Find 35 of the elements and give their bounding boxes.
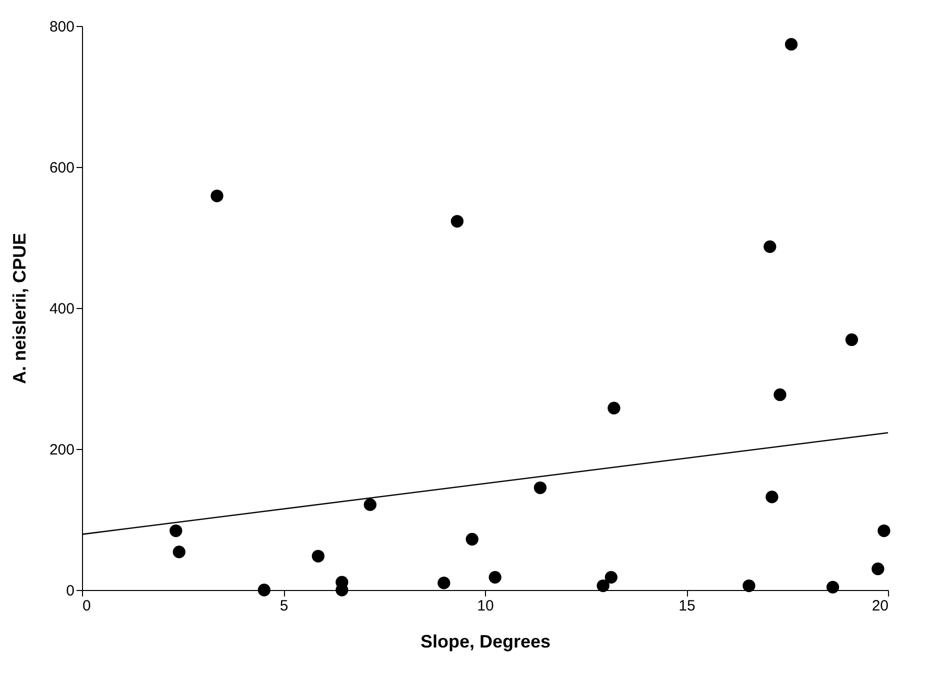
point <box>312 550 324 562</box>
y-tick-label: 200 <box>49 442 74 458</box>
x-tick-label: 10 <box>477 598 494 614</box>
point <box>172 546 186 558</box>
y-axis-title: A. neislerii, CPUE <box>9 232 30 384</box>
x-tick-label: 20 <box>872 598 888 614</box>
point <box>488 570 502 584</box>
point <box>845 333 858 346</box>
point <box>466 532 478 546</box>
point <box>258 584 270 596</box>
point <box>534 481 547 494</box>
y-tick-label: 800 <box>49 18 74 36</box>
point <box>774 388 786 402</box>
point <box>872 562 884 576</box>
point <box>608 402 620 414</box>
point <box>784 38 798 51</box>
point <box>596 579 610 592</box>
point <box>604 570 618 584</box>
point <box>766 490 778 504</box>
x-axis-title: Slope, Degrees <box>420 632 551 652</box>
point <box>878 524 890 538</box>
y-tick-label: 0 <box>66 582 74 600</box>
point <box>364 498 376 512</box>
point <box>764 240 776 253</box>
y-tick-label: 600 <box>49 160 74 176</box>
point <box>438 576 450 590</box>
point <box>742 579 756 592</box>
point <box>210 190 224 202</box>
x-tick-label: 0 <box>82 598 91 614</box>
point <box>170 524 182 538</box>
point <box>450 214 464 228</box>
point <box>826 580 840 594</box>
x-tick-label: 15 <box>678 598 696 614</box>
y-tick-label: 400 <box>49 300 74 318</box>
x-tick-label: 5 <box>280 598 288 614</box>
